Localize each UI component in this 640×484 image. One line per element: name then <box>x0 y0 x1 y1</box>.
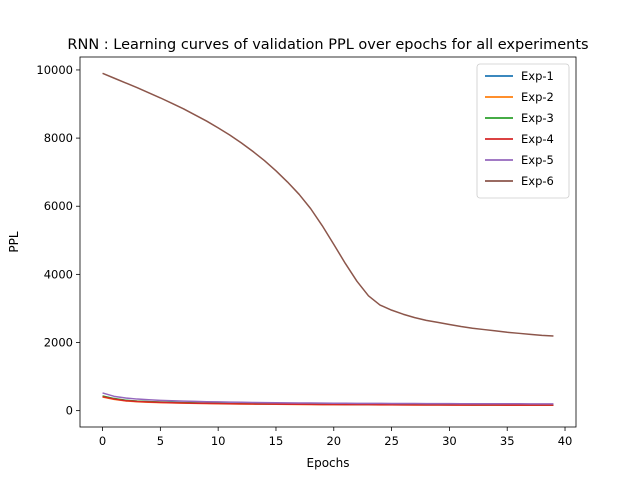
y-tick-label: 10000 <box>36 63 73 77</box>
chart-title: RNN : Learning curves of validation PPL … <box>67 37 588 53</box>
plot-frame <box>79 56 577 428</box>
series-line-exp-6 <box>102 72 554 337</box>
legend-entry: Exp-6 <box>521 174 554 188</box>
x-tick-label: 25 <box>384 434 399 448</box>
x-tick-label: 40 <box>558 434 573 448</box>
legend-entry: Exp-2 <box>521 90 554 104</box>
y-tick-label: 6000 <box>44 199 73 213</box>
x-tick-label: 20 <box>326 434 341 448</box>
y-axis-label: PPL <box>7 231 21 252</box>
x-tick-label: 35 <box>500 434 515 448</box>
series-line-exp-4 <box>102 395 554 406</box>
y-tick-label: 2000 <box>44 336 73 350</box>
x-axis-label: Epochs <box>307 456 350 470</box>
x-tick-label: 5 <box>157 434 164 448</box>
y-tick-label: 0 <box>66 404 73 418</box>
series-line-exp-5 <box>102 392 554 405</box>
legend-entry: Exp-3 <box>521 111 554 125</box>
legend: Exp-1 Exp-2 Exp-3 Exp-4 Exp-5 Exp-6 <box>476 63 570 199</box>
x-tick-label: 30 <box>442 434 457 448</box>
legend-entry: Exp-1 <box>521 69 554 83</box>
x-tick-label: 0 <box>99 434 106 448</box>
legend-entry: Exp-4 <box>521 132 554 146</box>
legend-entry: Exp-5 <box>521 153 554 167</box>
x-tick-label: 15 <box>269 434 284 448</box>
x-tick-label: 10 <box>211 434 226 448</box>
y-tick-label: 8000 <box>44 131 73 145</box>
y-tick-label: 4000 <box>44 267 73 281</box>
